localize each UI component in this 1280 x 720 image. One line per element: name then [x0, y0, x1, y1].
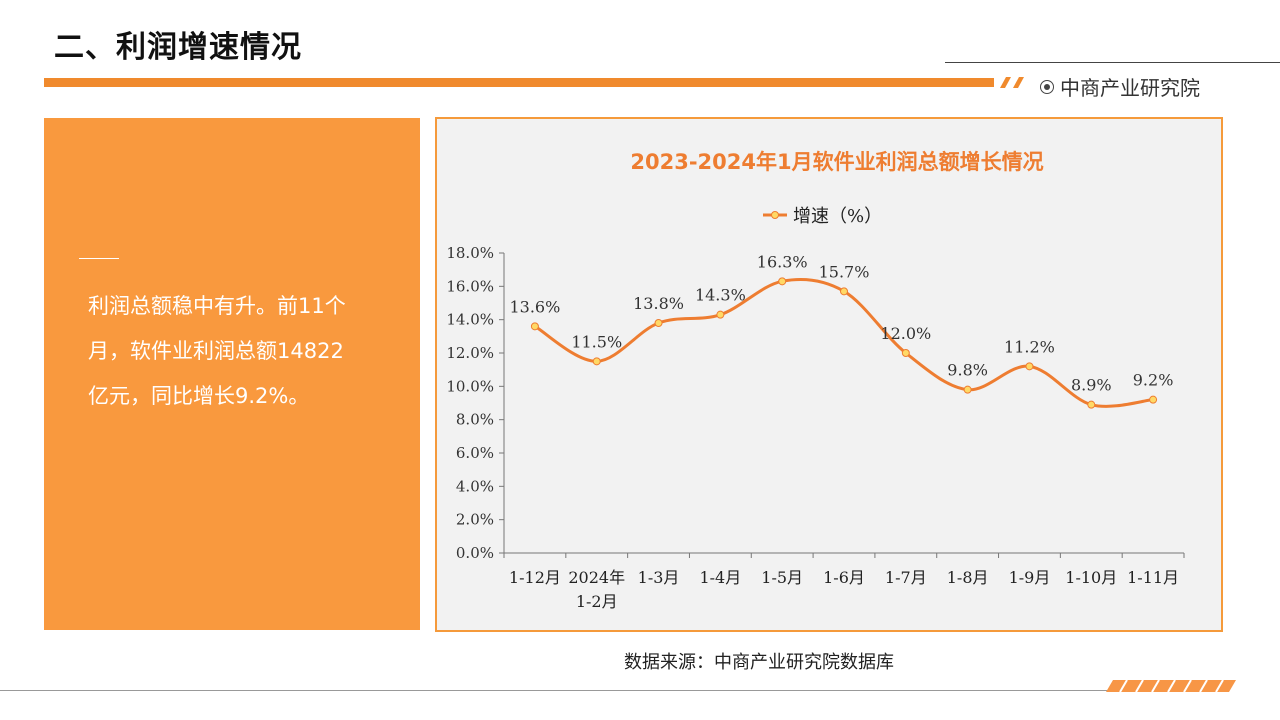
- y-tick-label: 16.0%: [446, 277, 494, 295]
- y-tick-label: 14.0%: [446, 311, 494, 329]
- brand-circle-icon: [1040, 79, 1054, 94]
- x-tick-label: 2024年: [568, 568, 625, 587]
- data-point: [592, 357, 601, 366]
- y-tick-label: 12.0%: [446, 344, 494, 362]
- x-tick-label: 1-7月: [885, 568, 927, 587]
- x-tick-label: 1-4月: [699, 568, 741, 587]
- data-point: [963, 385, 972, 394]
- y-tick-label: 4.0%: [456, 477, 494, 495]
- profit-growth-line-chart: 2023-2024年1月软件业利润总额增长情况 增速（%） 0.0% 2.0% 4.…: [446, 150, 1185, 611]
- data-label: 9.2%: [1133, 371, 1174, 390]
- chart-title: 2023-2024年1月软件业利润总额增长情况: [630, 150, 1043, 174]
- panel-dash-divider: [79, 258, 119, 259]
- header-stripes-decoration: [1000, 77, 1024, 88]
- data-label: 13.6%: [509, 297, 560, 316]
- legend-label: 增速（%）: [793, 206, 882, 227]
- summary-panel: 利润总额稳中有升。前11个月，软件业利润总额14822亿元，同比增长9.2%。: [44, 118, 420, 630]
- data-label: 11.2%: [1004, 337, 1055, 356]
- x-tick-label: 1-12月: [509, 568, 561, 587]
- data-label: 16.3%: [757, 252, 808, 271]
- data-label: 8.9%: [1071, 376, 1112, 395]
- summary-text: 利润总额稳中有升。前11个月，软件业利润总额14822亿元，同比增长9.2%。: [88, 294, 346, 408]
- legend-marker: [771, 211, 779, 219]
- footer-rule: [0, 690, 1120, 691]
- data-point: [716, 310, 725, 319]
- data-point: [901, 349, 910, 357]
- chart-legend: 增速（%）: [763, 206, 882, 227]
- data-point: [1025, 362, 1034, 371]
- data-point: [1149, 395, 1158, 404]
- y-tick-label: 0.0%: [456, 544, 494, 562]
- y-tick-label: 10.0%: [446, 377, 494, 395]
- x-tick-label: 1-9月: [1009, 568, 1051, 587]
- data-point: [840, 287, 848, 296]
- x-tick-label: 1-3月: [638, 568, 680, 587]
- header-thin-rule: [945, 62, 1280, 63]
- data-point: [1087, 400, 1096, 409]
- data-point: [654, 319, 663, 327]
- x-tick-label: 1-5月: [761, 568, 803, 587]
- series-line-growth: [534, 278, 1154, 408]
- x-tick-label: 1-11月: [1127, 568, 1179, 587]
- title-accent-bar: [44, 78, 994, 87]
- data-label: 11.5%: [571, 332, 622, 351]
- data-label: 15.7%: [819, 262, 870, 281]
- chart-frame: 2023-2024年1月软件业利润总额增长情况 增速（%） 0.0% 2.0% 4.…: [435, 117, 1223, 632]
- brand-logo: 中商产业研究院: [1040, 72, 1200, 101]
- x-tick-label: 1-10月: [1065, 568, 1117, 587]
- data-point: [778, 277, 787, 286]
- y-tick-label: 6.0%: [456, 444, 494, 462]
- data-label: 13.8%: [633, 294, 684, 313]
- y-tick-label: 2.0%: [456, 511, 494, 529]
- y-tick-label: 8.0%: [456, 411, 494, 429]
- data-point: [530, 322, 539, 331]
- brand-name: 中商产业研究院: [1060, 76, 1200, 100]
- data-label: 9.8%: [947, 361, 988, 380]
- x-tick-label: 1-8月: [947, 568, 989, 587]
- y-tick-label: 18.0%: [446, 244, 494, 262]
- x-tick-label: 1-6月: [823, 568, 865, 587]
- page-title: 二、利润增速情况: [54, 30, 302, 65]
- data-label: 12.0%: [880, 324, 931, 343]
- x-tick-label: 1-2月: [576, 592, 618, 611]
- footer-stripes-decoration: [1106, 680, 1236, 692]
- data-label: 14.3%: [695, 286, 746, 305]
- data-source-note: 数据来源：中商产业研究院数据库: [624, 652, 894, 673]
